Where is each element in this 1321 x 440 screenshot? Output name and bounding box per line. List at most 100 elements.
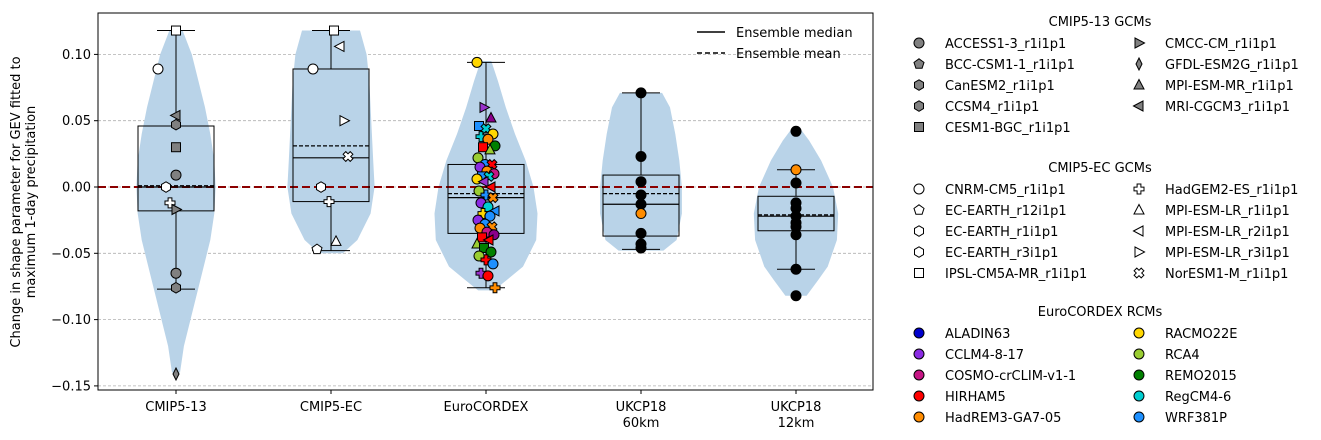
y-axis-label-line-1: Change in shape parameter for GEV fitted… <box>9 56 24 347</box>
data-point <box>339 114 351 127</box>
legend-entry-label: CNRM-CM5_r1i1p1 <box>945 183 1066 198</box>
data-point <box>489 282 501 294</box>
x-tick-sublabel: 12km <box>778 416 815 431</box>
data-point <box>635 208 647 220</box>
data-point <box>169 109 181 122</box>
data-point <box>478 142 488 153</box>
data-point <box>790 290 802 302</box>
data-point <box>484 210 496 222</box>
y-tick-label: −0.05 <box>51 247 91 262</box>
data-point <box>482 270 494 282</box>
data-point <box>635 189 647 201</box>
legend-mean-label: Ensemble mean <box>736 47 841 62</box>
legend-entry-label: MRI-CGCM3_r1i1p1 <box>1165 100 1290 115</box>
legend-marker <box>1133 327 1145 339</box>
legend-entry-label: WRF381P <box>1165 411 1227 426</box>
legend-entry-label: MPI-ESM-LR_r2i1p1 <box>1165 225 1290 240</box>
data-point <box>790 164 802 176</box>
data-point <box>790 263 802 275</box>
data-point <box>487 258 499 270</box>
data-point <box>485 111 497 123</box>
legend-marker <box>1133 78 1145 90</box>
legend-marker <box>913 58 925 69</box>
data-point <box>323 196 335 208</box>
legend-marker <box>913 369 925 381</box>
legend-median-mean: Ensemble median Ensemble mean <box>697 26 853 62</box>
legend-entry-label: RegCM4-6 <box>1165 390 1231 405</box>
y-tick-label: 0.00 <box>62 181 91 196</box>
legend-section-title: EuroCORDEX RCMs <box>1038 305 1163 320</box>
y-tick-label: −0.10 <box>51 313 91 328</box>
data-point <box>635 176 647 188</box>
x-tick-label: UKCP18 <box>771 400 822 415</box>
legend-entry-label: ACCESS1-3_r1i1p1 <box>945 37 1066 52</box>
data-point <box>171 281 181 294</box>
data-point <box>170 169 182 181</box>
legend-marker <box>1133 390 1145 402</box>
data-points <box>152 25 802 382</box>
data-point <box>484 143 496 155</box>
legend-marker <box>913 390 925 402</box>
data-point <box>477 208 489 219</box>
legend-entry-label: EC-EARTH_r3i1p1 <box>945 246 1058 261</box>
data-point <box>316 181 326 193</box>
y-tick-label: 0.05 <box>62 114 91 129</box>
data-point <box>471 56 483 68</box>
legend-entry-label: MPI-ESM-LR_r3i1p1 <box>1165 246 1290 261</box>
legend-marker <box>914 122 924 132</box>
data-point <box>171 118 181 131</box>
data-point <box>171 25 181 36</box>
legend-entry-label: CMCC-CM_r1i1p1 <box>1165 37 1277 52</box>
legend-entry-label: IPSL-CM5A-MR_r1i1p1 <box>945 267 1087 282</box>
data-point <box>477 232 487 243</box>
legend-marker <box>1135 56 1143 72</box>
legend-marker <box>913 183 925 195</box>
legend-marker <box>1133 369 1145 381</box>
data-point <box>171 142 181 153</box>
data-point <box>479 101 491 114</box>
legend-entry-label: RCA4 <box>1165 348 1200 363</box>
legend-entry-label: COSMO-crCLIM-v1-1 <box>945 369 1076 384</box>
legend-marker <box>914 268 924 278</box>
legend-entry-label: CCLM4-8-17 <box>945 348 1024 363</box>
legend-marker <box>1133 183 1145 195</box>
legend-entry-label: REMO2015 <box>1165 369 1237 384</box>
data-point <box>790 229 802 241</box>
axes: −0.15 −0.10 −0.05 0.00 0.05 0.10 CMIP5-13 CMIP5… <box>51 48 821 431</box>
x-tick-sublabel: 60km <box>623 416 660 431</box>
legend-marker <box>914 100 924 112</box>
legend-marker <box>914 225 924 237</box>
data-point <box>635 87 647 99</box>
data-point <box>307 63 319 75</box>
legend-section-title: CMIP5-13 GCMs <box>1049 15 1152 30</box>
data-point <box>475 131 487 143</box>
model-legend: CMIP5-13 GCMs ACCESS1-3_r1i1p1 BCC-CSM1-1_… <box>913 15 1299 426</box>
y-tick-label: 0.10 <box>62 48 91 63</box>
legend-entry-label: EC-EARTH_r1i1p1 <box>945 225 1058 240</box>
y-axis-label-line-2: maximum 1-day precipitation <box>24 106 39 299</box>
legend-entry-label: NorESM1-M_r1i1p1 <box>1165 267 1288 282</box>
legend-entry-label: CESM1-BGC_r1i1p1 <box>945 121 1071 136</box>
data-point <box>330 234 342 246</box>
legend-entry-label: HIRHAM5 <box>945 390 1006 405</box>
data-point <box>475 267 487 279</box>
legend-entry-label: RACMO22E <box>1165 327 1237 342</box>
legend-marker <box>1133 411 1145 423</box>
x-tick-label: UKCP18 <box>616 400 667 415</box>
data-point <box>482 234 494 246</box>
data-point <box>170 267 182 279</box>
legend-entry-label: ALADIN63 <box>945 327 1010 342</box>
legend-marker <box>1134 246 1146 258</box>
legend-marker <box>913 37 925 49</box>
legend-entry-label: MPI-ESM-LR_r1i1p1 <box>1165 204 1290 219</box>
data-point <box>485 246 497 258</box>
data-point <box>635 242 647 254</box>
data-point <box>172 366 180 382</box>
legend-entry-label: HadREM3-GA7-05 <box>945 411 1061 426</box>
data-point <box>477 175 489 188</box>
legend-marker <box>1133 348 1145 360</box>
data-point <box>635 227 647 239</box>
legend-median-label: Ensemble median <box>736 26 853 41</box>
data-point <box>484 181 496 193</box>
data-point <box>635 151 647 163</box>
